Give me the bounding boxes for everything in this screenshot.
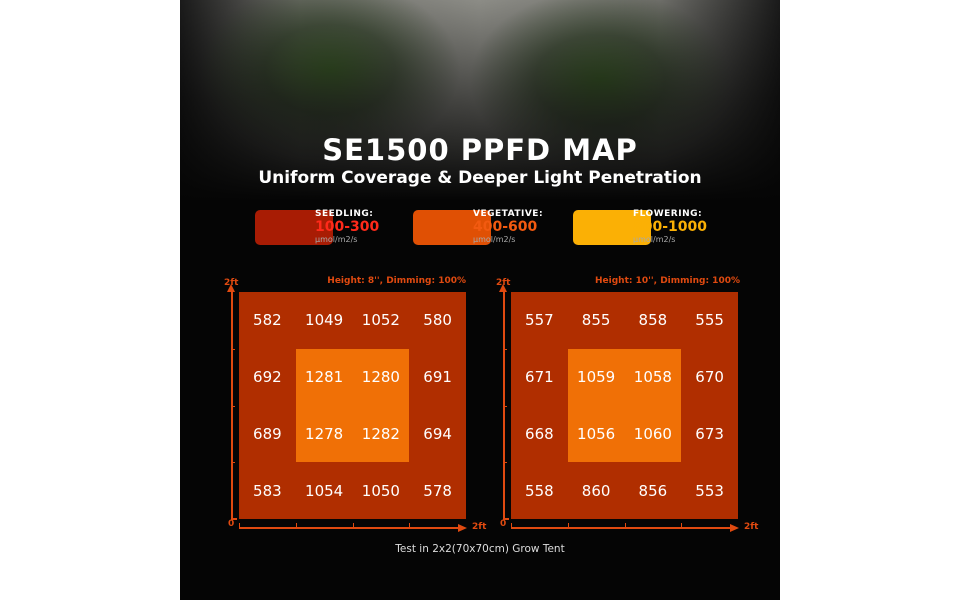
x-axis-arrow-icon (730, 523, 739, 532)
heatmap-cell: 860 (581, 481, 611, 500)
heatmap-cell: 1054 (305, 481, 344, 500)
chart-title: Height: 10'', Dimming: 100% (595, 276, 740, 286)
heatmap-cell: 582 (253, 311, 282, 330)
heatmap-cell: 858 (638, 311, 668, 330)
x-axis-tick (352, 523, 354, 527)
legend-range: 100-300 (315, 219, 380, 235)
heatmap-cell: 691 (423, 368, 452, 387)
y-axis-tick (503, 405, 507, 407)
legend-swatch-1 (413, 210, 491, 245)
heatmap-cell: 692 (253, 368, 282, 387)
y-axis-tick (231, 348, 235, 350)
page-title: SE1500 PPFD MAP (322, 133, 638, 167)
heatmap-cell: 1052 (361, 311, 400, 330)
heatmap-cell: 1282 (361, 424, 400, 443)
heatmap-cell: 578 (423, 481, 452, 500)
x-axis-tick (239, 523, 240, 527)
y-axis-line (231, 288, 233, 519)
legend-unit: μmol/m2/s (315, 235, 358, 244)
legend-swatch-0 (255, 210, 333, 245)
heatmap-cell: 1049 (305, 311, 344, 330)
x-axis-tick (624, 523, 626, 527)
heatmap-cell: 558 (525, 481, 554, 500)
legend-name: FLOWERING: (633, 209, 703, 219)
heatmap-cell: 553 (695, 481, 724, 500)
heatmap-cell: 1050 (361, 481, 400, 500)
x-axis-tick (295, 523, 297, 527)
heatmap-cell: 694 (423, 424, 452, 443)
x-axis-end-label: 2ft (744, 522, 759, 532)
high-intensity-zone (568, 349, 681, 462)
legend-swatch-2 (573, 210, 651, 245)
y-axis-foot (231, 518, 237, 520)
heatmap-cell: 583 (253, 481, 282, 500)
legend-unit: μmol/m2/s (473, 235, 516, 244)
y-axis-tick (503, 462, 507, 464)
heatmap-cell: 1058 (633, 368, 672, 387)
x-axis-tick (409, 523, 411, 527)
y-axis-foot (503, 518, 509, 520)
infographic-panel: SE1500 PPFD MAP Uniform Coverage & Deepe… (180, 0, 780, 600)
heatmap-cell: 580 (423, 311, 452, 330)
heatmap-cell: 1280 (361, 368, 400, 387)
legend-range: 800-1000 (633, 219, 707, 235)
y-axis-end-label: 2ft (496, 278, 511, 288)
heatmap-cell: 855 (581, 311, 611, 330)
x-axis-start-label: 0 (500, 519, 507, 529)
y-axis-end-label: 2ft (224, 278, 239, 288)
x-axis-tick (681, 523, 683, 527)
y-axis-arrow-icon (499, 284, 507, 292)
legend-unit: μmol/m2/s (633, 235, 676, 244)
heatmap-cell: 1278 (305, 424, 344, 443)
legend-name: SEEDLING: (315, 209, 374, 219)
y-axis-line (503, 288, 505, 519)
legend-range: 400-600 (473, 219, 538, 235)
heatmap-cell: 1056 (577, 424, 616, 443)
x-axis-line (239, 527, 460, 529)
heatmap-cell: 856 (638, 481, 668, 500)
background-photo (180, 0, 780, 200)
heatmap-cell: 1281 (305, 368, 344, 387)
heatmap-cell: 557 (525, 311, 554, 330)
heatmap-cell: 1060 (633, 424, 672, 443)
y-axis-tick (503, 348, 507, 350)
heatmap-cell: 689 (253, 424, 282, 443)
legend-name: VEGETATIVE: (473, 209, 544, 219)
high-intensity-zone (296, 349, 409, 462)
heatmap-cell: 555 (695, 311, 724, 330)
x-axis-tick (567, 523, 569, 527)
heatmap-grid: 582 1049 1052 580 692 1281 1280 691 689 1278 1282 6… (239, 292, 466, 519)
subtitle: Uniform Coverage & Deeper Light Penetrat… (258, 168, 702, 188)
y-axis-tick (231, 462, 235, 464)
chart-title: Height: 8'', Dimming: 100% (327, 276, 466, 286)
x-axis-tick (511, 523, 512, 527)
y-axis-tick (231, 405, 235, 407)
heatmap-cell: 670 (695, 368, 724, 387)
x-axis-arrow-icon (458, 523, 467, 532)
heatmap-cell: 668 (525, 424, 554, 443)
heatmap-cell: 671 (525, 368, 554, 387)
heatmap-cell: 1059 (577, 368, 616, 387)
y-axis-arrow-icon (227, 284, 235, 292)
heatmap-cell: 673 (695, 424, 724, 443)
footnote: Test in 2x2(70x70cm) Grow Tent (395, 543, 565, 555)
x-axis-start-label: 0 (228, 519, 235, 529)
x-axis-line (511, 527, 732, 529)
heatmap-grid: 557 855 858 555 671 1059 1058 670 668 1056 1060 673… (511, 292, 738, 519)
x-axis-end-label: 2ft (472, 522, 487, 532)
